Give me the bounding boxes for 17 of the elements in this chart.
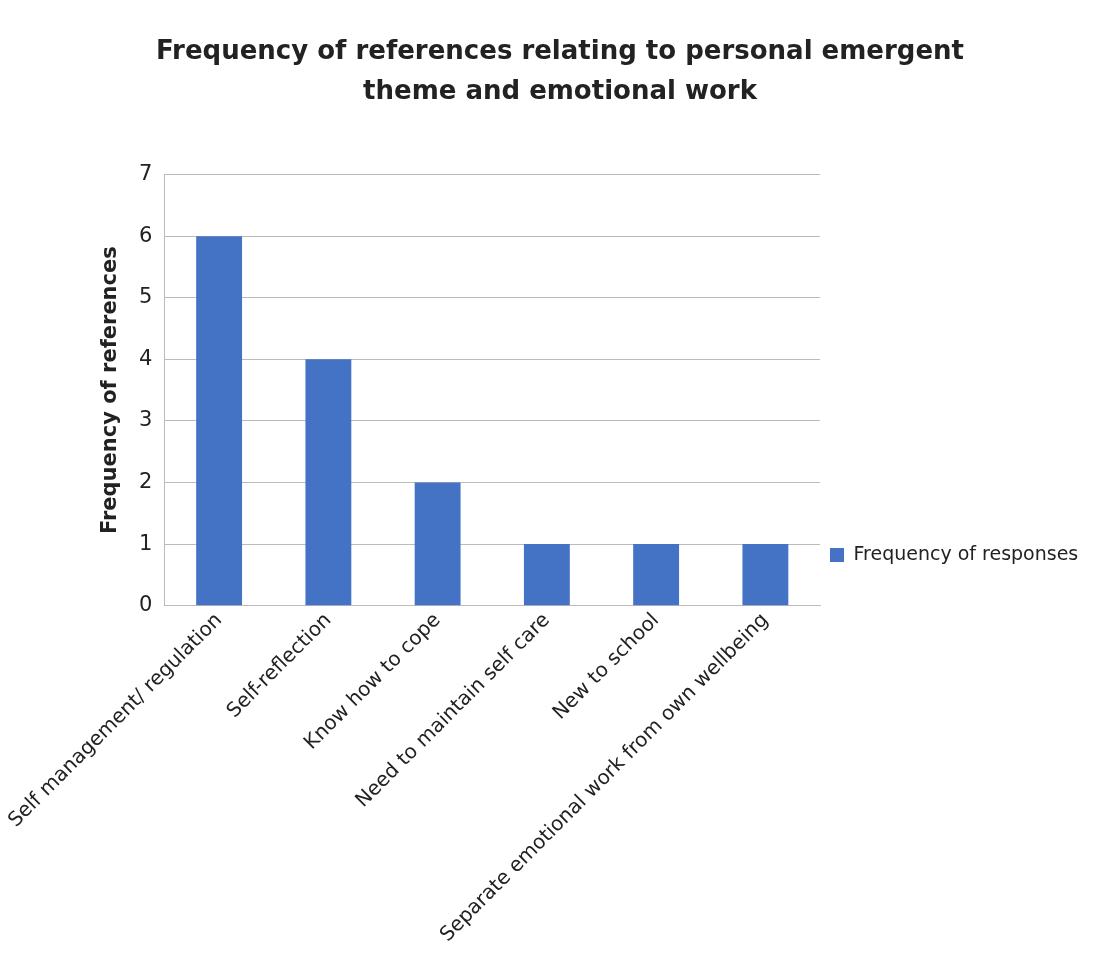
y-tick-label: 6 <box>139 222 153 247</box>
y-tick-label: 0 <box>139 592 153 617</box>
bar <box>633 544 680 606</box>
y-tick-label: 1 <box>139 530 153 555</box>
bar <box>305 359 352 606</box>
y-tick-label: 2 <box>139 468 153 493</box>
y-axis-title: Frequency of references <box>96 246 121 535</box>
chart-title: Frequency of references relating to personal emergent theme and emotional work <box>155 34 965 107</box>
bar <box>742 544 789 606</box>
bar <box>414 482 461 606</box>
y-tick-label: 5 <box>139 284 153 309</box>
y-tick-label: 7 <box>139 161 153 186</box>
bar <box>196 236 243 606</box>
bar <box>523 544 570 606</box>
y-tick-label: 4 <box>139 345 153 370</box>
legend-label: Frequency of responses <box>853 541 1079 564</box>
y-tick-label: 3 <box>139 407 153 432</box>
